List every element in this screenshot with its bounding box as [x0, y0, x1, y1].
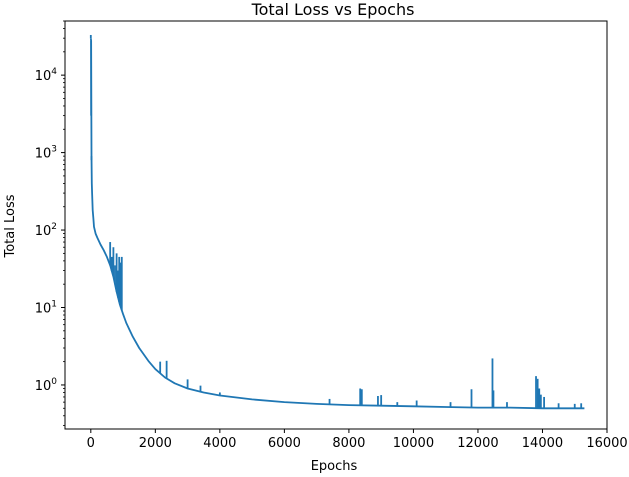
x-tick-label: 0	[87, 436, 95, 451]
x-tick-label: 2000	[139, 436, 172, 451]
plot-area	[64, 20, 608, 430]
y-tick-label: 101	[35, 300, 57, 317]
y-tick-label: 103	[35, 145, 57, 162]
x-axis-ticks: 0 2000 4000 6000 8000 10000 12000 14000 16000	[87, 429, 628, 451]
y-tick-label: 100	[35, 377, 58, 394]
x-axis-label: Epochs	[311, 459, 358, 474]
x-tick-label: 14000	[522, 436, 563, 451]
x-tick-label: 16000	[586, 436, 627, 451]
series-group	[89, 34, 585, 410]
chart-title: Total Loss vs Epochs	[251, 0, 415, 19]
y-axis-label: Total Loss	[3, 194, 18, 258]
x-tick-label: 12000	[457, 436, 498, 451]
loss-series-line	[89, 38, 585, 410]
y-tick-label: 104	[35, 67, 58, 84]
y-tick-label: 102	[35, 222, 57, 239]
x-tick-label: 8000	[332, 436, 365, 451]
x-tick-label: 10000	[393, 436, 434, 451]
x-tick-label: 4000	[203, 436, 236, 451]
x-tick-label: 6000	[268, 436, 301, 451]
y-axis-ticks: 100 101 102 103 104	[35, 20, 65, 426]
